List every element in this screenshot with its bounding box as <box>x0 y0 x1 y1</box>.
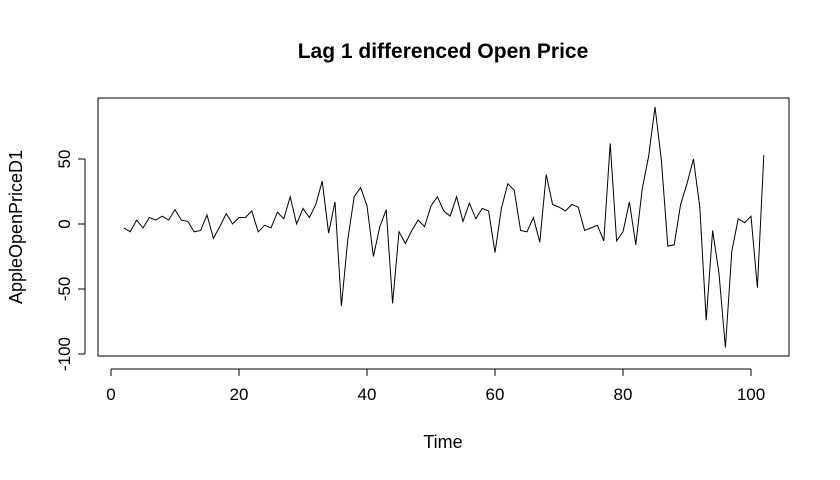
y-tick-label: 50 <box>55 150 74 169</box>
y-tick-label: -100 <box>55 337 74 371</box>
x-axis: 0 20 40 60 80 100 <box>106 368 765 404</box>
x-tick-label: 20 <box>230 385 249 404</box>
y-axis: -100 -50 0 50 <box>55 150 86 371</box>
x-tick-label: 40 <box>358 385 377 404</box>
chart-title: Lag 1 differenced Open Price <box>298 40 589 63</box>
x-tick-label: 100 <box>737 385 765 404</box>
x-tick-label: 0 <box>106 385 115 404</box>
plot-frame <box>97 97 790 357</box>
y-tick-label: 0 <box>55 219 74 228</box>
y-tick-label: -50 <box>55 277 74 302</box>
x-tick-label: 60 <box>486 385 505 404</box>
series-line <box>123 106 765 348</box>
x-tick-label: 80 <box>614 385 633 404</box>
y-axis-label: AppleOpenPriceD1 <box>6 150 26 304</box>
x-axis-label: Time <box>423 432 462 452</box>
